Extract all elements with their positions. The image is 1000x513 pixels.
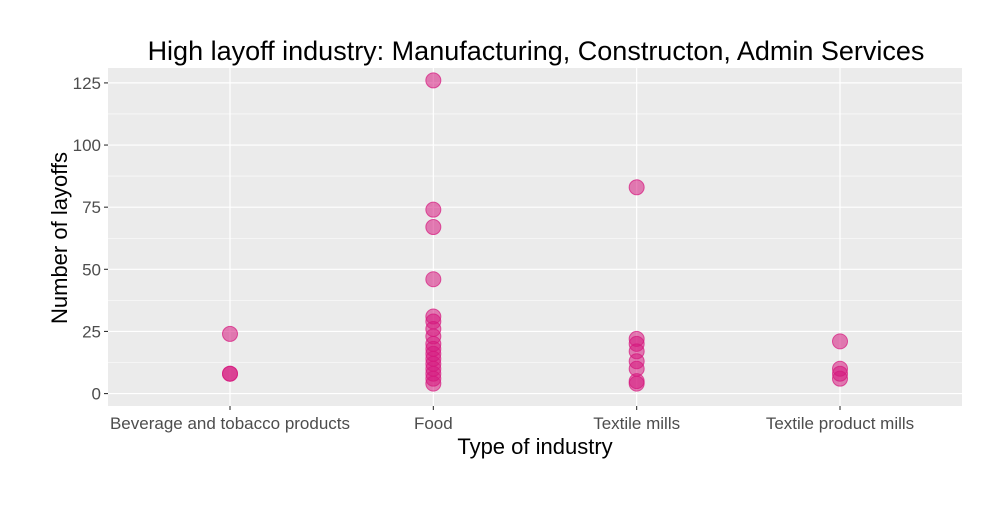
x-tick-label: Textile mills bbox=[593, 414, 680, 433]
y-tick-label: 125 bbox=[73, 74, 101, 93]
data-point bbox=[425, 201, 442, 218]
y-tick-label: 0 bbox=[92, 385, 101, 404]
plot-panel bbox=[108, 68, 962, 406]
y-tick-label: 25 bbox=[82, 322, 101, 341]
minor-gridlines bbox=[108, 113, 962, 363]
y-tick-label: 100 bbox=[73, 136, 101, 155]
y-axis: 0 25 50 75 100 125 bbox=[73, 74, 108, 404]
data-point bbox=[222, 325, 238, 342]
x-tick-label: Beverage and tobacco products bbox=[110, 414, 350, 433]
data-point bbox=[832, 370, 848, 387]
data-point bbox=[425, 375, 442, 392]
data-point bbox=[425, 219, 442, 236]
x-tick-label: Food bbox=[414, 414, 453, 433]
y-axis-title: Number of layoffs bbox=[47, 152, 72, 324]
data-point bbox=[425, 271, 442, 288]
x-tick-label: Textile product mills bbox=[766, 414, 914, 433]
chart-title: High layoff industry: Manufacturing, Con… bbox=[148, 36, 925, 66]
y-tick-label: 75 bbox=[82, 198, 101, 217]
data-point bbox=[425, 72, 442, 89]
data-point bbox=[222, 365, 238, 382]
data-point bbox=[628, 375, 645, 392]
y-tick-label: 50 bbox=[82, 260, 101, 279]
data-point bbox=[832, 333, 848, 350]
data-points bbox=[222, 72, 848, 392]
data-point bbox=[628, 179, 645, 196]
x-axis-title: Type of industry bbox=[457, 434, 612, 459]
x-axis: Beverage and tobacco products Food Textile… bbox=[110, 406, 914, 433]
